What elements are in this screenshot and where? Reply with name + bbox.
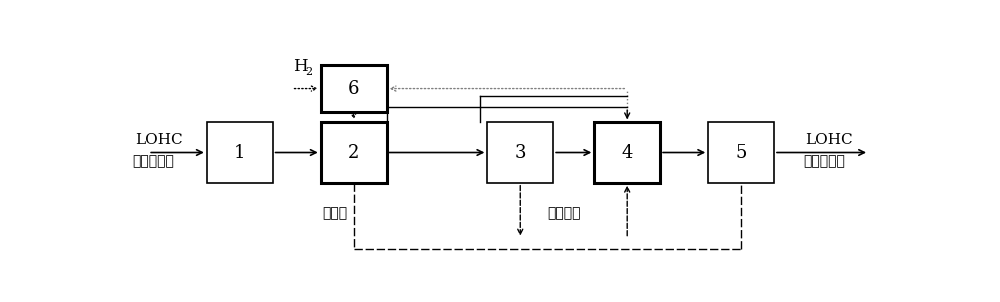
Text: LOHC: LOHC [135, 133, 183, 147]
Text: （已加氢）: （已加氢） [803, 154, 845, 168]
Text: 1: 1 [234, 143, 245, 162]
Text: 4: 4 [622, 143, 633, 162]
Bar [708, 122, 774, 183]
Text: 6: 6 [348, 79, 359, 98]
Text: 2: 2 [348, 143, 359, 162]
Text: 3: 3 [514, 143, 526, 162]
Bar [487, 122, 553, 183]
Text: （未加氢）: （未加氢） [133, 154, 175, 168]
Text: H: H [293, 58, 308, 75]
Text: 冷却工质: 冷却工质 [547, 207, 581, 220]
Bar [207, 122, 273, 183]
Text: 2: 2 [306, 66, 313, 77]
Bar [594, 122, 660, 183]
Text: 催化剂: 催化剂 [323, 207, 348, 220]
Text: 5: 5 [735, 143, 747, 162]
Bar [321, 122, 387, 183]
Text: LOHC: LOHC [805, 133, 853, 147]
Bar [321, 65, 387, 112]
